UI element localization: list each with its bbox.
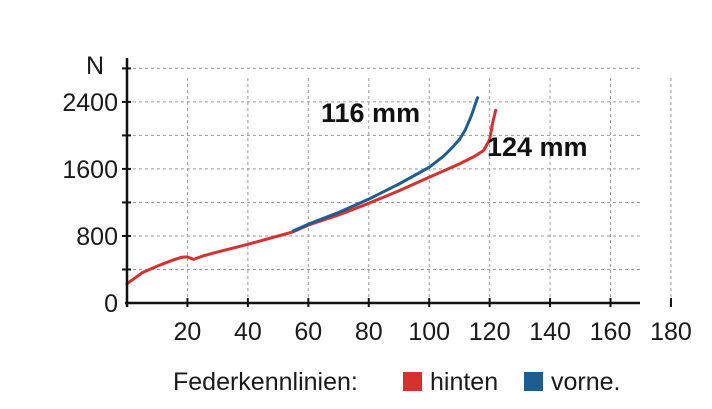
x-tick-label-180: 180 [650, 318, 692, 346]
legend: Federkennlinien: hinten vorne. [173, 368, 620, 396]
x-tick-label-160: 160 [590, 318, 632, 346]
y-tick-label-2400: 2400 [62, 89, 118, 117]
y-axis-unit-label: N [86, 52, 104, 80]
x-tick-label-140: 140 [529, 318, 571, 346]
legend-swatch-hinten [403, 372, 422, 391]
x-tick-label-20: 20 [174, 318, 202, 346]
series-annotation-vorne: 116 mm [321, 98, 420, 128]
axes [122, 58, 672, 307]
y-tick-label-800: 800 [76, 223, 118, 251]
series-annotation-hinten: 124 mm [487, 132, 588, 162]
series-lines [125, 96, 498, 286]
x-tick-label-120: 120 [469, 318, 511, 346]
x-tick-label-40: 40 [234, 318, 262, 346]
legend-label-vorne: vorne. [551, 368, 620, 396]
series-line-vorne [291, 96, 479, 233]
legend-label-hinten: hinten [430, 368, 498, 396]
tick-labels: 20 40 60 80 100 120 140 160 180 0 800 1600 2400 [62, 89, 691, 346]
x-tick-label-100: 100 [408, 318, 450, 346]
legend-swatch-vorne [524, 372, 543, 391]
grid-lines [127, 67, 672, 303]
x-tick-label-60: 60 [294, 318, 322, 346]
x-tick-label-80: 80 [355, 318, 383, 346]
y-tick-label-1600: 1600 [62, 156, 118, 184]
series-line-hinten [125, 108, 498, 286]
legend-title: Federkennlinien: [173, 368, 358, 396]
y-tick-label-0: 0 [104, 290, 118, 318]
